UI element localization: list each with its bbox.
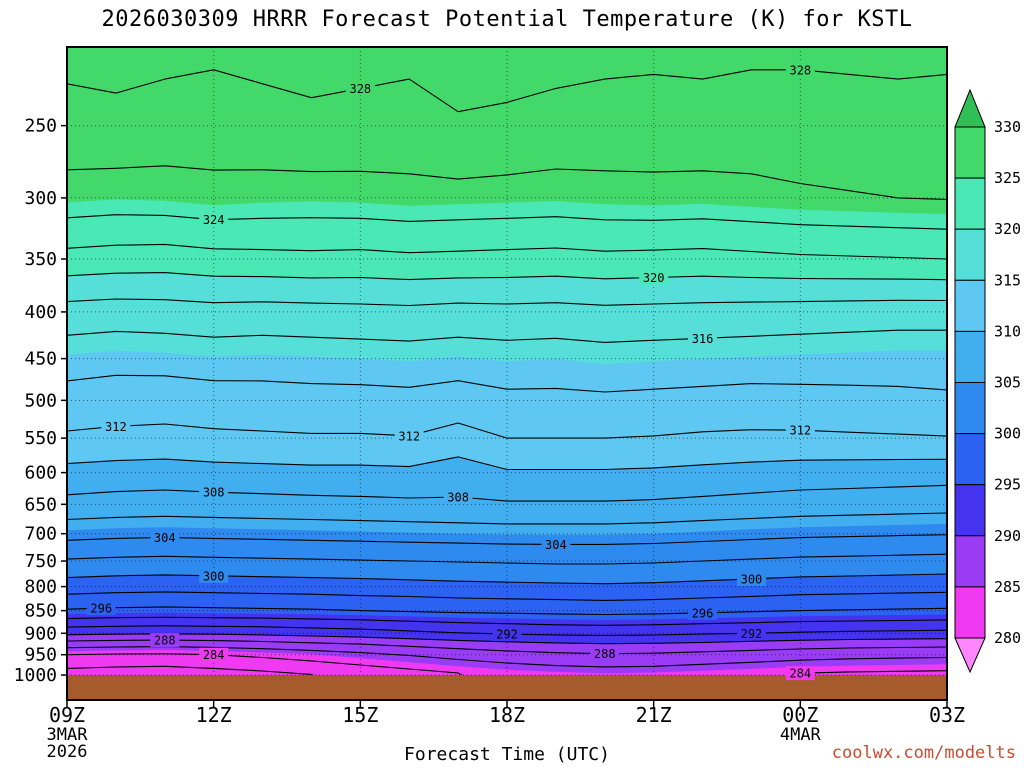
x-date-label: 3MAR (47, 725, 89, 745)
svg-text:292: 292 (496, 628, 518, 642)
svg-text:300: 300 (203, 569, 225, 583)
colorbar-tick-label: 280 (994, 629, 1021, 647)
colorbar-tick-label: 295 (994, 476, 1021, 494)
svg-text:304: 304 (154, 531, 176, 545)
svg-text:316: 316 (692, 332, 714, 346)
svg-text:308: 308 (447, 491, 469, 505)
x-tick-label: 21Z (636, 703, 672, 727)
x-tick-label: 03Z (929, 703, 965, 727)
x-tick-label: 09Z (49, 703, 85, 727)
svg-text:312: 312 (398, 429, 420, 443)
svg-text:320: 320 (643, 271, 665, 285)
colorbar-tick-label: 305 (994, 374, 1021, 392)
x-axis-title: Forecast Time (UTC) (404, 744, 610, 765)
y-tick-label: 700 (24, 524, 57, 545)
y-tick-label: 950 (24, 645, 57, 666)
watermark: coolwx.com/modelts (831, 743, 1016, 763)
y-tick-label: 400 (24, 302, 57, 323)
x-tick-label: 15Z (342, 703, 378, 727)
svg-text:292: 292 (741, 627, 763, 641)
svg-text:312: 312 (105, 420, 127, 434)
svg-text:300: 300 (741, 572, 763, 586)
svg-text:304: 304 (545, 538, 567, 552)
x-tick-label: 18Z (489, 703, 525, 727)
svg-text:324: 324 (203, 213, 225, 227)
x-tick-label: 00Z (782, 703, 818, 727)
svg-text:296: 296 (90, 602, 112, 616)
y-tick-label: 250 (24, 116, 57, 137)
chart-title: 2026030309 HRRR Forecast Potential Tempe… (101, 7, 913, 32)
colorbar-tick-label: 315 (994, 271, 1021, 289)
svg-text:288: 288 (594, 647, 616, 661)
y-tick-label: 450 (24, 349, 57, 370)
axes: 2503003504004505005506006507007508008509… (14, 46, 965, 762)
y-tick-label: 1000 (14, 665, 57, 686)
colorbar-tick-label: 320 (994, 220, 1021, 238)
svg-text:284: 284 (203, 648, 225, 662)
x-date-label: 4MAR (780, 725, 822, 745)
svg-text:288: 288 (154, 634, 176, 648)
y-tick-label: 750 (24, 551, 57, 572)
x-date-label: 2026 (47, 742, 88, 762)
y-tick-label: 550 (24, 428, 57, 449)
y-tick-label: 600 (24, 463, 57, 484)
svg-text:308: 308 (203, 486, 225, 500)
colorbar-tick-label: 325 (994, 169, 1021, 187)
y-tick-label: 650 (24, 494, 57, 515)
y-tick-label: 850 (24, 601, 57, 622)
y-tick-label: 900 (24, 623, 57, 644)
colorbar-tick-label: 285 (994, 578, 1021, 596)
y-tick-label: 800 (24, 577, 57, 598)
colorbar-tick-label: 330 (994, 118, 1021, 136)
svg-text:328: 328 (789, 63, 811, 77)
contour-labels: 328 328 324 320 316 312 312 312 308 308 304 304 300 3… (86, 62, 815, 681)
y-tick-label: 300 (24, 188, 57, 209)
gridlines (67, 47, 947, 676)
svg-text:284: 284 (789, 667, 811, 681)
colorbar-tick-label: 290 (994, 527, 1021, 545)
x-tick-label: 12Z (196, 703, 232, 727)
ground-band (67, 675, 947, 700)
svg-text:328: 328 (349, 82, 371, 96)
svg-text:296: 296 (692, 606, 714, 620)
colorbar: 330 325 320 315 310 305 300 295 290 285 280 (954, 88, 1021, 674)
colorbar-tick-label: 300 (994, 425, 1021, 443)
svg-text:312: 312 (789, 424, 811, 438)
colorbar-tick-label: 310 (994, 322, 1021, 340)
y-tick-label: 350 (24, 249, 57, 270)
y-tick-label: 500 (24, 390, 57, 411)
